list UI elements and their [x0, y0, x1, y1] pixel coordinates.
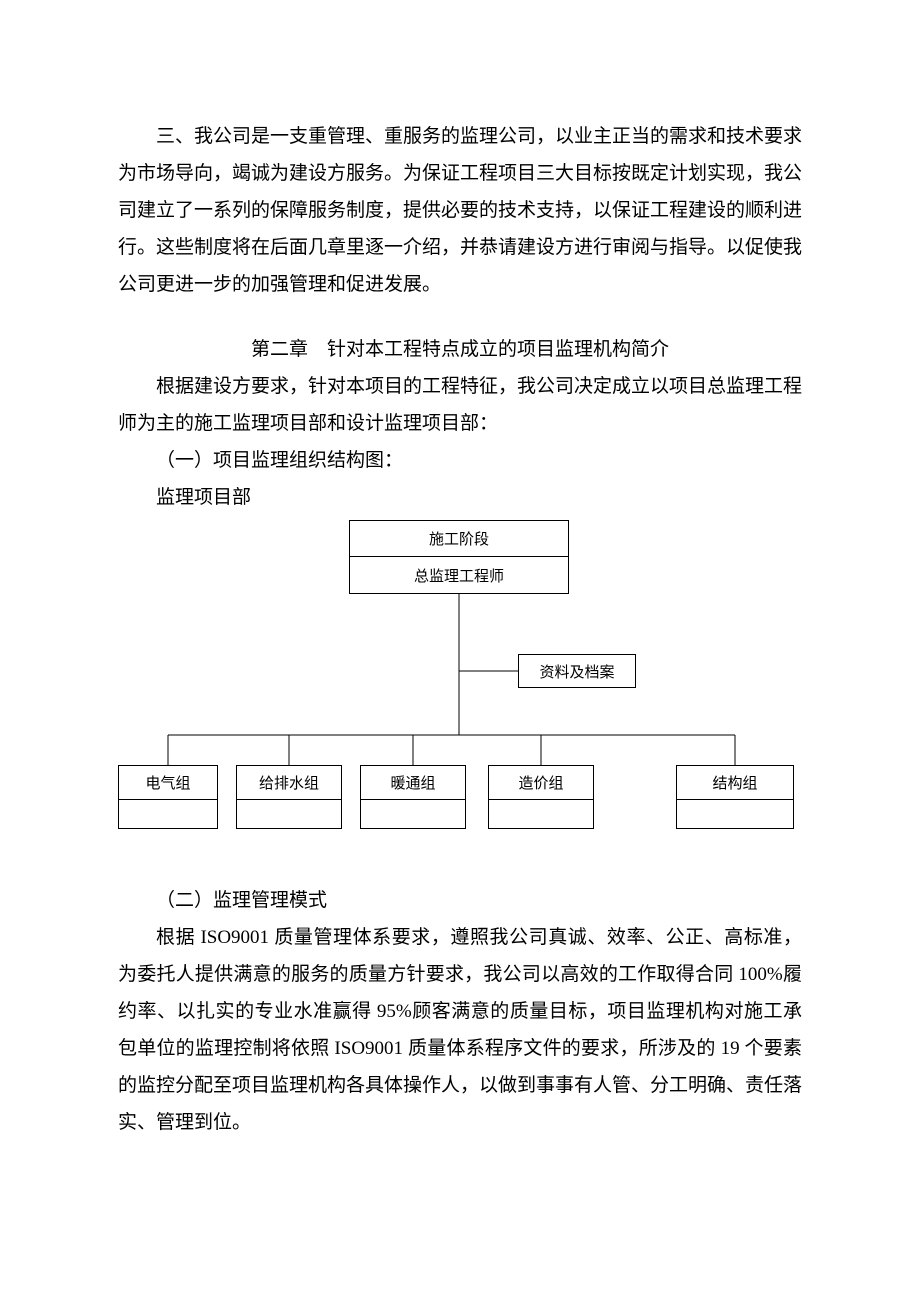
org-node-empty — [237, 800, 341, 828]
org-node-empty — [489, 800, 593, 828]
org-node-label: 造价组 — [489, 766, 593, 800]
paragraph-management-mode: 根据 ISO9001 质量管理体系要求，遵照我公司真诚、效率、公正、高标准，为委… — [118, 919, 802, 1141]
org-node-top-chief: 总监理工程师 — [350, 557, 568, 593]
org-chart: 施工阶段 总监理工程师 资料及档案 电气组 给排水组 暖通组 造价组 结构组 — [118, 520, 802, 850]
dept-label: 监理项目部 — [118, 479, 802, 516]
org-node-label: 电气组 — [119, 766, 217, 800]
org-node-empty — [361, 800, 465, 828]
paragraph-intro: 三、我公司是一支重管理、重服务的监理公司，以业主正当的需求和技术要求为市场导向，… — [118, 118, 802, 303]
org-node-cost: 造价组 — [488, 765, 594, 829]
org-node-label: 结构组 — [677, 766, 793, 800]
org-node-empty — [119, 800, 217, 828]
org-node-archives: 资料及档案 — [518, 654, 636, 688]
org-node-electrical: 电气组 — [118, 765, 218, 829]
section-2-heading: （二）监理管理模式 — [118, 882, 802, 919]
org-node-top-phase: 施工阶段 — [350, 521, 568, 557]
org-node-top: 施工阶段 总监理工程师 — [349, 520, 569, 594]
org-node-plumbing: 给排水组 — [236, 765, 342, 829]
org-node-label: 暖通组 — [361, 766, 465, 800]
chapter-title: 第二章 针对本工程特点成立的项目监理机构简介 — [118, 331, 802, 368]
org-node-structure: 结构组 — [676, 765, 794, 829]
org-node-label: 给排水组 — [237, 766, 341, 800]
section-1-heading: （一）项目监理组织结构图： — [118, 442, 802, 479]
org-node-empty — [677, 800, 793, 828]
paragraph-chapter-intro: 根据建设方要求，针对本项目的工程特征，我公司决定成立以项目总监理工程师为主的施工… — [118, 368, 802, 442]
org-node-hvac: 暖通组 — [360, 765, 466, 829]
